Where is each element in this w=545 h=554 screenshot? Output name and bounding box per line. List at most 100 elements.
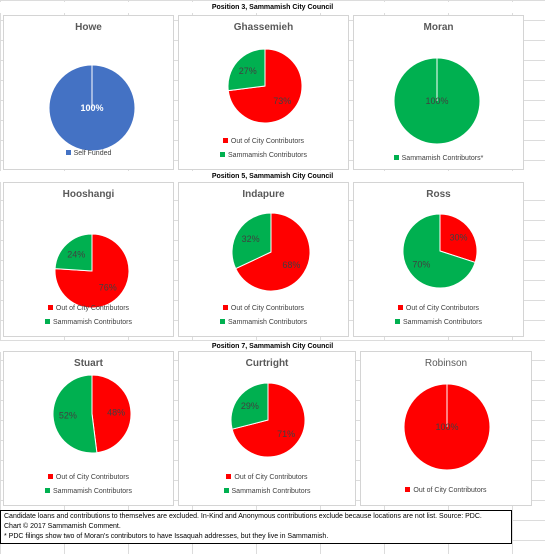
pie-slice[interactable] xyxy=(439,213,478,264)
pie-chart: 73% 27% xyxy=(227,48,303,124)
legend-item: Self Funded xyxy=(4,147,173,161)
pie-chart: 68% 32% xyxy=(231,212,311,292)
legend-swatch xyxy=(65,150,71,155)
chart-legend: Out of City Contributors Sammamish Contr… xyxy=(4,302,173,330)
chart-title: Moran xyxy=(423,22,454,33)
chart-legend: Out of City Contributors xyxy=(361,484,531,498)
pie-chart: 30% 70% xyxy=(402,213,478,289)
section-title-position-7: Position 7, Sammamish City Council xyxy=(0,341,545,352)
legend-item: Sammamish Contributors xyxy=(354,316,523,330)
chart-legend: Self Funded xyxy=(4,147,173,161)
legend-label: Out of City Contributors xyxy=(230,138,305,145)
legend-label: Sammamish Contributors xyxy=(53,488,132,495)
legend-swatch xyxy=(220,152,226,157)
pie-slice[interactable] xyxy=(91,374,132,454)
legend-label: Out of City Contributors xyxy=(55,474,130,481)
legend-item: Sammamish Contributors xyxy=(4,316,173,330)
chart-card-howe[interactable]: Howe 100% Self Funded xyxy=(3,15,174,170)
legend-label: Sammamish Contributors xyxy=(228,319,307,326)
legend-swatch xyxy=(47,474,53,479)
legend-item: Out of City Contributors xyxy=(361,484,531,498)
legend-label: Out of City Contributors xyxy=(405,305,480,312)
chart-card-hooshangi[interactable]: Hooshangi 76% 24% Out of City Contributor… xyxy=(3,182,174,337)
legend-item: Sammamish Contributors* xyxy=(354,152,523,166)
pie-slice[interactable] xyxy=(235,212,311,292)
legend-swatch xyxy=(45,488,51,493)
legend-item: Out of City Contributors xyxy=(354,302,523,316)
chart-title: Stuart xyxy=(74,358,103,369)
data-label: 73% xyxy=(273,96,291,106)
chart-title: Ghassemieh xyxy=(233,22,294,33)
pie-slice[interactable] xyxy=(52,374,98,454)
chart-card-indapure[interactable]: Indapure 68% 32% Out of City Contributors… xyxy=(178,182,349,337)
pie-chart: 71% 29% xyxy=(230,382,306,458)
chart-legend: Out of City Contributors Sammamish Contr… xyxy=(179,135,348,163)
pie-slice[interactable] xyxy=(54,233,93,272)
legend-swatch xyxy=(220,319,226,324)
legend-item: Sammamish Contributors xyxy=(179,316,348,330)
chart-card-ghassemieh[interactable]: Ghassemieh 73% 27% Out of City Contributo… xyxy=(178,15,349,170)
legend-item: Out of City Contributors xyxy=(179,135,348,149)
footnote-line: Candidate loans and contributions to the… xyxy=(4,513,482,520)
chart-card-curtright[interactable]: Curtright 71% 29% Out of City Contributor… xyxy=(178,351,356,506)
pie-slice[interactable] xyxy=(231,212,272,270)
chart-card-stuart[interactable]: Stuart 48% 52% Out of City Contributors S… xyxy=(3,351,174,506)
legend-swatch xyxy=(226,474,232,479)
chart-legend: Out of City Contributors Sammamish Contr… xyxy=(179,302,348,330)
legend-label: Sammamish Contributors xyxy=(228,152,307,159)
chart-legend: Out of City Contributors Sammamish Contr… xyxy=(354,302,523,330)
legend-item: Out of City Contributors xyxy=(179,302,348,316)
chart-title: Ross xyxy=(426,189,451,200)
data-label: 32% xyxy=(242,234,260,244)
chart-card-ross[interactable]: Ross 30% 70% Out of City Contributors Sam… xyxy=(353,182,524,337)
pie-chart: 100% xyxy=(48,64,136,152)
legend-item: Sammamish Contributors xyxy=(179,485,355,499)
legend-item: Out of City Contributors xyxy=(4,302,173,316)
legend-item: Out of City Contributors xyxy=(4,471,173,485)
data-label: 100% xyxy=(80,103,103,113)
legend-label: Sammamish Contributors xyxy=(231,488,311,495)
legend-label: Sammamish Contributors xyxy=(403,319,482,326)
chart-legend: Out of City Contributors Sammamish Contr… xyxy=(4,471,173,499)
data-label: 68% xyxy=(282,260,300,270)
legend-label: Out of City Contributors xyxy=(230,305,305,312)
data-label: 52% xyxy=(59,411,77,421)
pie-slice[interactable] xyxy=(227,48,266,92)
legend-label: Out of City Contributors xyxy=(234,474,308,481)
data-label: 27% xyxy=(239,66,257,76)
legend-label: Sammamish Contributors xyxy=(53,319,132,326)
pie-slice[interactable] xyxy=(230,382,269,430)
chart-legend: Out of City Contributors Sammamish Contr… xyxy=(179,471,355,499)
pie-slice[interactable] xyxy=(402,213,476,289)
chart-card-moran[interactable]: Moran 100% Sammamish Contributors* xyxy=(353,15,524,170)
legend-swatch xyxy=(223,488,229,493)
data-label: 100% xyxy=(425,96,448,106)
legend-label: Self Funded xyxy=(73,150,112,157)
footnote-line: Chart © 2017 Sammamish Comment. xyxy=(4,523,121,530)
chart-title: Curtright xyxy=(245,358,289,369)
data-label: 30% xyxy=(450,233,468,243)
footnote: Candidate loans and contributions to the… xyxy=(0,510,512,544)
chart-card-robinson[interactable]: Robinson 100% Out of City Contributors xyxy=(360,351,532,506)
data-label: 71% xyxy=(277,429,295,439)
legend-item: Out of City Contributors xyxy=(179,471,355,485)
chart-title: Robinson xyxy=(424,358,468,369)
data-label: 76% xyxy=(99,283,117,293)
pie-chart: 100% xyxy=(393,57,481,145)
pie-chart: 100% xyxy=(403,383,491,471)
data-label: 29% xyxy=(241,401,259,411)
section-title-position-5: Position 5, Sammamish City Council xyxy=(0,171,545,182)
legend-label: Out of City Contributors xyxy=(55,305,130,312)
chart-legend: Sammamish Contributors* xyxy=(354,152,523,166)
legend-swatch xyxy=(222,138,228,143)
chart-title: Hooshangi xyxy=(62,189,115,200)
pie-chart: 48% 52% xyxy=(52,374,132,454)
data-label: 24% xyxy=(67,249,85,259)
footnote-line: * PDC filings show two of Moran's contri… xyxy=(4,533,329,540)
legend-swatch xyxy=(45,319,51,324)
legend-swatch xyxy=(395,319,401,324)
legend-swatch xyxy=(397,305,403,310)
section-title-position-3: Position 3, Sammamish City Council xyxy=(0,2,545,13)
pie-slice[interactable] xyxy=(231,382,306,458)
legend-swatch xyxy=(405,487,411,492)
